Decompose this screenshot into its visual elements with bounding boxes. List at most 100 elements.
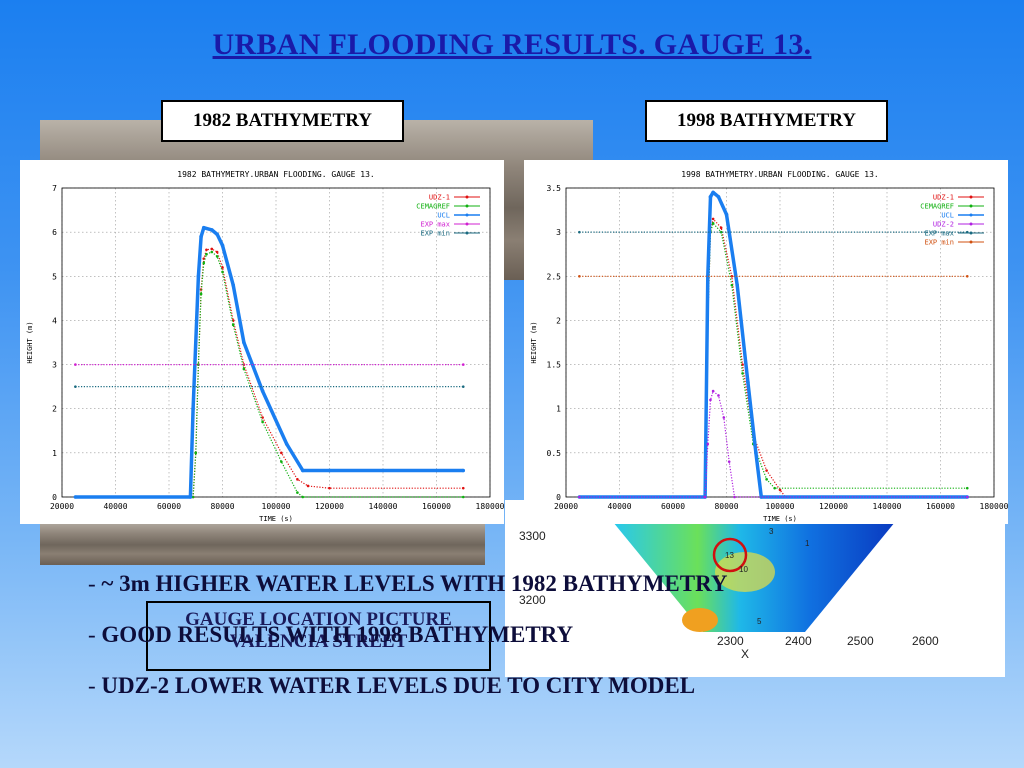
series-line-cemagref bbox=[75, 251, 464, 498]
legend-marker bbox=[969, 240, 973, 244]
data-point bbox=[727, 460, 731, 463]
series-line-udz-2 bbox=[579, 390, 968, 498]
data-point bbox=[215, 255, 219, 258]
x-tick-label: 60000 bbox=[157, 502, 181, 511]
legend-label: UCL bbox=[437, 212, 450, 220]
x-tick-label: 40000 bbox=[607, 502, 631, 511]
legend-label: UCL bbox=[941, 212, 954, 220]
data-point bbox=[461, 468, 466, 473]
y-tick-label: 0.5 bbox=[547, 449, 562, 458]
bullet-dash: - bbox=[88, 622, 102, 647]
y-axis-label: HEIGHT (m) bbox=[530, 321, 538, 363]
data-point bbox=[578, 230, 581, 234]
y-tick-label: 0 bbox=[52, 493, 57, 502]
legend-marker bbox=[465, 231, 469, 235]
legend-label: UDZ-1 bbox=[933, 194, 954, 202]
y-tick-label: 2 bbox=[556, 316, 561, 325]
bullet-point: - UDZ-2 LOWER WATER LEVELS DUE TO CITY M… bbox=[88, 673, 695, 699]
bullet-dash: - bbox=[88, 673, 102, 698]
label-1982-bathymetry: 1982 BATHYMETRY bbox=[161, 100, 404, 142]
data-point bbox=[221, 270, 224, 274]
y-tick-label: 7 bbox=[52, 184, 57, 193]
x-tick-label: 160000 bbox=[422, 502, 451, 511]
data-point bbox=[205, 248, 208, 252]
data-point bbox=[719, 226, 723, 230]
legend-marker bbox=[465, 195, 469, 199]
y-tick-label: 3 bbox=[556, 228, 561, 237]
data-point bbox=[210, 250, 214, 254]
y-tick-label: 0 bbox=[556, 493, 561, 502]
data-point bbox=[765, 478, 768, 481]
data-point bbox=[711, 190, 715, 195]
data-point bbox=[716, 195, 721, 199]
x-tick-label: 100000 bbox=[262, 502, 291, 511]
data-point bbox=[965, 495, 969, 499]
plot-frame bbox=[61, 187, 491, 498]
data-point bbox=[705, 274, 710, 279]
map-marker-label: 1 bbox=[805, 539, 810, 548]
x-tick-label: 180000 bbox=[980, 502, 1008, 511]
data-point bbox=[703, 495, 707, 499]
legend-marker bbox=[969, 195, 973, 199]
data-point bbox=[328, 486, 331, 490]
bullet-point: - ~ 3m HIGHER WATER LEVELS WITH 1982 BAT… bbox=[88, 571, 728, 597]
data-point bbox=[578, 495, 581, 499]
chart-1998-svg: 1998 BATHYMETRY.URBAN FLOODING. GAUGE 13… bbox=[530, 170, 1009, 523]
data-point bbox=[74, 385, 77, 388]
gauge-location-photo-lower bbox=[40, 520, 485, 565]
x-tick-label: 120000 bbox=[315, 502, 344, 511]
data-point bbox=[205, 252, 208, 256]
data-point bbox=[221, 266, 224, 269]
x-tick-label: 40000 bbox=[103, 502, 127, 511]
map-marker-label: 5 bbox=[757, 617, 762, 626]
data-point bbox=[711, 389, 715, 393]
data-point bbox=[261, 416, 264, 419]
data-point bbox=[965, 274, 969, 278]
data-point bbox=[191, 495, 195, 499]
data-point bbox=[759, 495, 764, 499]
data-point bbox=[210, 247, 214, 251]
legend-marker bbox=[969, 231, 973, 235]
data-point bbox=[210, 228, 214, 232]
legend-label: CEMAGREF bbox=[416, 203, 450, 211]
map-xtick: 2300 bbox=[717, 634, 744, 648]
data-point bbox=[722, 416, 726, 419]
data-point bbox=[199, 292, 203, 296]
data-point bbox=[280, 460, 283, 463]
data-point bbox=[711, 217, 715, 221]
series-line-cemagref bbox=[579, 222, 968, 498]
map-ytick: 3300 bbox=[519, 529, 546, 543]
bathymetry-map: 3300 3200 2300 2400 2500 2600 X 13 3 1 1… bbox=[505, 500, 1005, 677]
data-point bbox=[280, 451, 283, 455]
y-tick-label: 3 bbox=[52, 361, 57, 370]
legend-marker bbox=[969, 204, 973, 208]
x-tick-label: 160000 bbox=[926, 502, 955, 511]
legend-label: UDZ-1 bbox=[429, 194, 450, 202]
data-point bbox=[717, 394, 720, 397]
data-point bbox=[708, 195, 713, 199]
x-tick-label: 140000 bbox=[873, 502, 902, 511]
x-tick-label: 60000 bbox=[661, 502, 685, 511]
legend-marker bbox=[969, 213, 973, 217]
data-point bbox=[965, 486, 969, 490]
data-point bbox=[215, 250, 219, 254]
series-line-udz-1 bbox=[75, 248, 464, 498]
legend-label: CEMAGREF bbox=[920, 203, 954, 211]
y-tick-label: 6 bbox=[52, 228, 57, 237]
chart-1982-svg: 1982 BATHYMETRY.URBAN FLOODING. GAUGE 13… bbox=[26, 170, 505, 523]
data-point bbox=[191, 406, 195, 411]
x-tick-label: 80000 bbox=[714, 502, 738, 511]
map-xtick: 2500 bbox=[847, 634, 874, 648]
series-line-udz-1 bbox=[579, 218, 968, 498]
data-point bbox=[242, 367, 246, 371]
gauge-location-caption: GAUGE LOCATION PICTURE bbox=[185, 609, 452, 630]
y-tick-label: 4 bbox=[52, 316, 57, 325]
legend-marker bbox=[969, 222, 973, 226]
data-point bbox=[242, 340, 246, 345]
x-tick-label: 20000 bbox=[554, 502, 578, 511]
gauge-location-box: GAUGE LOCATION PICTURE VALENCIA STREET bbox=[146, 601, 491, 671]
data-point bbox=[306, 484, 310, 488]
data-point bbox=[188, 495, 193, 499]
data-point bbox=[730, 274, 734, 278]
y-tick-label: 1 bbox=[556, 405, 561, 414]
